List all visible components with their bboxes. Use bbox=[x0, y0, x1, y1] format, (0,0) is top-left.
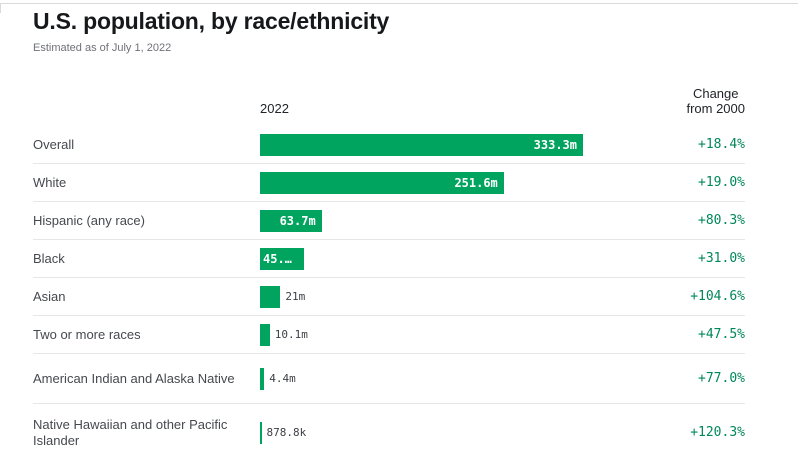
col-header-change-line2: from 2000 bbox=[686, 101, 745, 116]
bar-value-label-outside: 878.8k bbox=[266, 426, 307, 439]
column-headers: 2022 Change from 2000 bbox=[33, 86, 745, 117]
bar-value-label-outside: 21m bbox=[285, 290, 306, 303]
table-row: Black 45.… +31.0% bbox=[33, 240, 745, 278]
bar-cell: 251.6m bbox=[260, 171, 653, 194]
bar-value-label-outside: 10.1m bbox=[274, 328, 308, 341]
change-value: +104.6% bbox=[690, 289, 745, 304]
category-label: Two or more races bbox=[33, 326, 141, 342]
category-label: Overall bbox=[33, 136, 75, 152]
bar-cell: 63.7m bbox=[260, 209, 653, 232]
bar-cell: 878.8k bbox=[260, 421, 653, 444]
category-label: White bbox=[33, 174, 67, 190]
population-bar bbox=[260, 285, 281, 308]
population-bar bbox=[260, 323, 270, 346]
population-bar: 45.… bbox=[260, 247, 304, 270]
table-row: Native Hawaiian and other Pacific Island… bbox=[33, 404, 745, 461]
page-subtitle: Estimated as of July 1, 2022 bbox=[33, 42, 172, 54]
population-bar: 63.7m bbox=[260, 209, 322, 232]
change-value: +77.0% bbox=[698, 371, 745, 386]
card-corner-border bbox=[0, 3, 1, 13]
category-label: Hispanic (any race) bbox=[33, 212, 145, 228]
change-value: +18.4% bbox=[698, 137, 745, 152]
chart-rows: Overall 333.3m +18.4% White 251.6m +19.0… bbox=[33, 126, 745, 461]
change-value: +80.3% bbox=[698, 213, 745, 228]
bar-value-label-outside: 4.4m bbox=[269, 372, 296, 385]
bar-cell: 4.4m bbox=[260, 367, 653, 390]
category-label: Black bbox=[33, 250, 65, 266]
bar-value-label-inside: 251.6m bbox=[454, 175, 498, 190]
bar-cell: 333.3m bbox=[260, 133, 653, 156]
table-row: Two or more races 10.1m +47.5% bbox=[33, 316, 745, 354]
table-row: Overall 333.3m +18.4% bbox=[33, 126, 745, 164]
category-label: American Indian and Alaska Native bbox=[33, 370, 235, 386]
population-bar: 251.6m bbox=[260, 171, 504, 194]
bar-value-label-inside: 45.… bbox=[263, 251, 292, 266]
bar-cell: 21m bbox=[260, 285, 653, 308]
population-bar bbox=[260, 421, 262, 444]
col-header-change-line1: Change bbox=[692, 86, 739, 101]
bar-cell: 10.1m bbox=[260, 323, 653, 346]
bar-value-label-inside: 63.7m bbox=[279, 213, 316, 228]
change-value: +120.3% bbox=[690, 425, 745, 440]
table-row: Asian 21m +104.6% bbox=[33, 278, 745, 316]
category-label: Native Hawaiian and other Pacific Island… bbox=[33, 417, 228, 448]
card-top-border bbox=[0, 3, 798, 4]
bar-value-label-inside: 333.3m bbox=[533, 137, 577, 152]
bar-cell: 45.… bbox=[260, 247, 653, 270]
page-title: U.S. population, by race/ethnicity bbox=[33, 8, 390, 34]
population-bar bbox=[260, 367, 265, 390]
change-value: +47.5% bbox=[698, 327, 745, 342]
change-value: +31.0% bbox=[698, 251, 745, 266]
category-label: Asian bbox=[33, 288, 66, 304]
col-header-change: Change from 2000 bbox=[686, 86, 745, 117]
table-row: White 251.6m +19.0% bbox=[33, 164, 745, 202]
table-row: Hispanic (any race) 63.7m +80.3% bbox=[33, 202, 745, 240]
col-header-year: 2022 bbox=[260, 101, 289, 116]
change-value: +19.0% bbox=[698, 175, 745, 190]
population-bar: 333.3m bbox=[260, 133, 583, 156]
table-row: American Indian and Alaska Native 4.4m +… bbox=[33, 354, 745, 404]
